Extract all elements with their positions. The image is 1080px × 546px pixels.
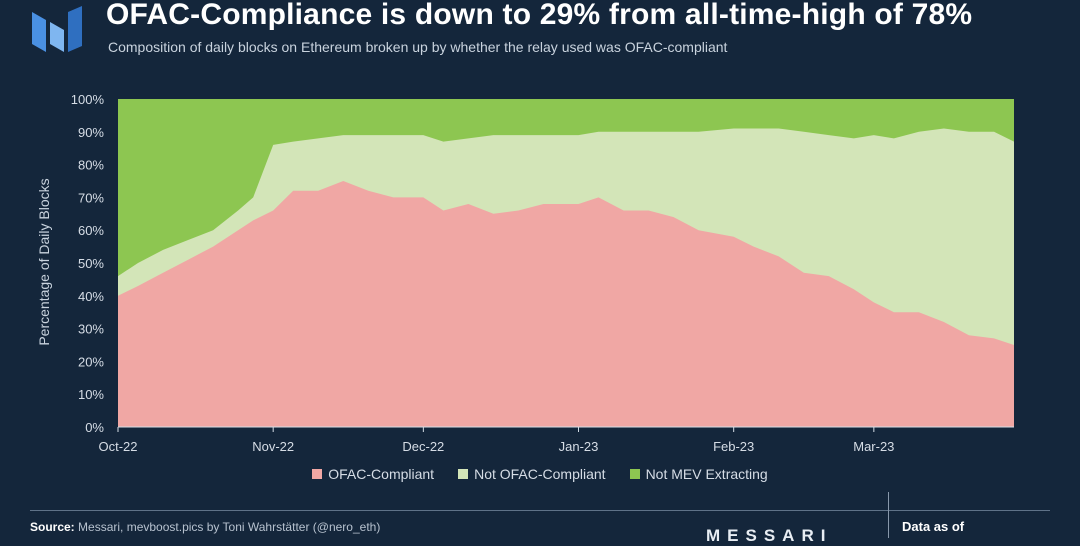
- y-tick-label: 70%: [78, 190, 104, 205]
- y-tick-label: 0%: [85, 420, 104, 435]
- stacked-area-chart: 0% 10% 20% 30% 40% 50% 60% 70% 80% 90% 100% Oct-22…: [36, 92, 1014, 454]
- source-text: Messari, mevboost.pics by Toni Wahrstätt…: [78, 520, 381, 534]
- x-tick-label: Oct-22: [98, 439, 137, 454]
- legend-item-not-ofac-compliant: Not OFAC-Compliant: [458, 466, 606, 482]
- y-tick-label: 20%: [78, 354, 104, 369]
- y-tick-label: 50%: [78, 256, 104, 271]
- brand-wordmark: MESSARI: [706, 526, 833, 545]
- data-as-of-label: Data as of: [902, 519, 965, 534]
- x-axis-ticks: Oct-22 Nov-22 Dec-22 Jan-23 Feb-23 Mar-23: [98, 426, 1014, 454]
- legend-swatch-not-ofac-compliant: [458, 469, 469, 479]
- legend-label-not-ofac-compliant: Not OFAC-Compliant: [474, 466, 606, 482]
- messari-logo-icon: [32, 6, 82, 52]
- legend-swatch-ofac-compliant: [312, 469, 323, 479]
- y-tick-label: 10%: [78, 387, 104, 402]
- area-ofac-compliant: [118, 181, 1014, 427]
- legend-label-ofac-compliant: OFAC-Compliant: [328, 466, 435, 482]
- y-axis-ticks: 0% 10% 20% 30% 40% 50% 60% 70% 80% 90% 100%: [71, 92, 105, 435]
- y-tick-label: 90%: [78, 125, 104, 140]
- chart-areas: [118, 99, 1014, 427]
- y-tick-label: 80%: [78, 158, 104, 173]
- x-tick-label: Dec-22: [402, 439, 444, 454]
- legend-label-not-mev-extracting: Not MEV Extracting: [645, 466, 768, 482]
- source-note: Source: Messari, mevboost.pics by Toni W…: [30, 520, 380, 534]
- x-tick-label: Feb-23: [713, 439, 754, 454]
- y-tick-label: 30%: [78, 322, 104, 337]
- x-tick-label: Nov-22: [252, 439, 294, 454]
- legend-swatch-not-mev-extracting: [629, 469, 640, 479]
- y-tick-label: 100%: [71, 92, 105, 107]
- footer-divider-line: [30, 510, 1050, 511]
- footer-vertical-divider: [888, 492, 889, 538]
- legend-item-ofac-compliant: OFAC-Compliant: [312, 466, 434, 482]
- x-tick-label: Mar-23: [853, 439, 894, 454]
- x-tick-label: Jan-23: [559, 439, 599, 454]
- legend-item-not-mev-extracting: Not MEV Extracting: [629, 466, 768, 482]
- y-tick-label: 60%: [78, 223, 104, 238]
- chart-title: OFAC-Compliance is down to 29% from all-…: [106, 0, 973, 31]
- y-axis-label: Percentage of Daily Blocks: [36, 178, 52, 345]
- source-label: Source:: [30, 520, 75, 534]
- chart-subtitle: Composition of daily blocks on Ethereum …: [108, 39, 728, 55]
- y-tick-label: 40%: [78, 289, 104, 304]
- chart-legend: OFAC-Compliant Not OFAC-Compliant Not ME…: [0, 466, 1080, 482]
